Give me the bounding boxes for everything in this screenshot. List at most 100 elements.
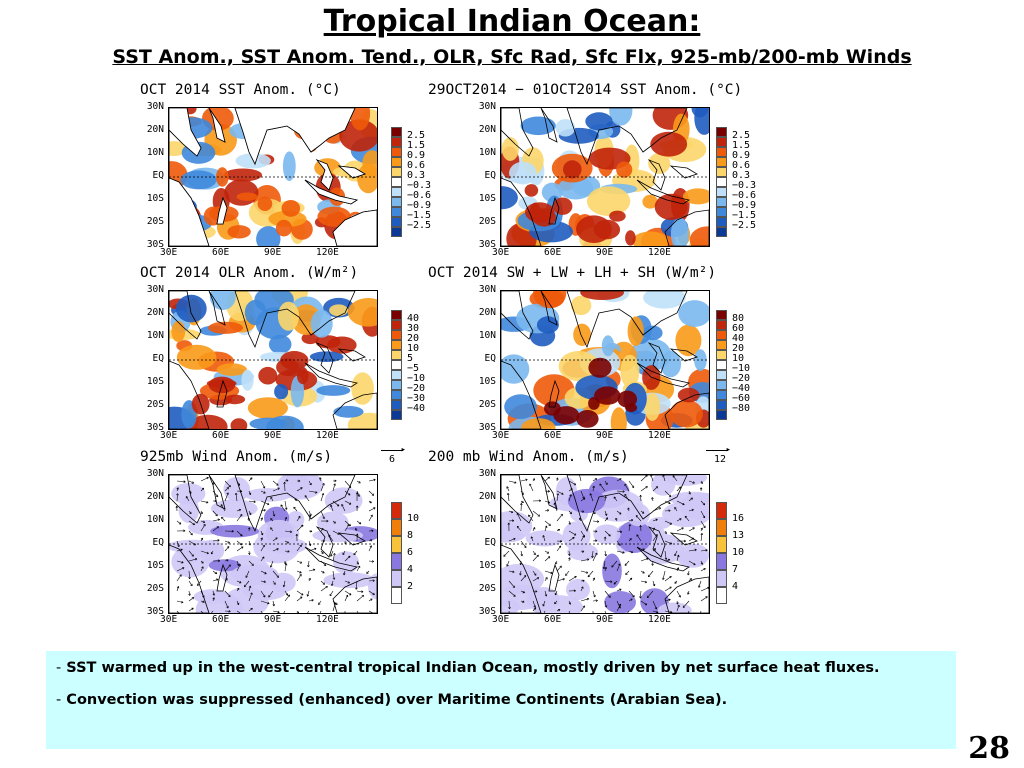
wind-arrowhead xyxy=(593,595,596,598)
wind-vector xyxy=(284,540,289,544)
lon-label: 30E xyxy=(492,614,510,625)
wind-arrowhead xyxy=(240,534,243,537)
wind-vector xyxy=(503,550,510,557)
wind-vector xyxy=(556,514,563,522)
wind-arrowhead xyxy=(326,519,329,523)
wind-arrowhead xyxy=(348,502,352,505)
wind-vector xyxy=(307,610,310,613)
wind-vector xyxy=(236,540,242,546)
anomaly-patch xyxy=(643,291,686,309)
wind-vector xyxy=(687,610,690,613)
anomaly-patch xyxy=(501,530,525,543)
wind-arrowhead xyxy=(370,539,373,542)
wind-arrowhead xyxy=(652,583,656,587)
colorbar-swatch xyxy=(391,310,402,320)
wind-arrowhead xyxy=(361,595,364,598)
wind-arrowhead xyxy=(238,564,241,567)
wind-arrowhead xyxy=(530,536,534,539)
wind-vector xyxy=(319,477,322,482)
wind-vector xyxy=(248,490,251,495)
wind-vector xyxy=(568,494,572,502)
wind-vector xyxy=(296,574,302,582)
reference-vector-label: 6 xyxy=(389,454,396,465)
wind-arrowhead xyxy=(289,530,293,534)
wind-arrowhead xyxy=(370,514,373,517)
wind-vector xyxy=(293,506,298,512)
wind-arrowhead xyxy=(358,521,362,525)
colorbar-label: −0.3 xyxy=(407,180,432,191)
wind-arrowhead xyxy=(220,504,224,507)
wind-arrowhead xyxy=(179,574,182,577)
wind-arrowhead xyxy=(629,577,633,581)
wind-vector xyxy=(674,550,678,557)
colorbar-label: −1.5 xyxy=(407,210,432,221)
wind-vector xyxy=(568,576,577,582)
wind-vector xyxy=(676,604,680,612)
wind-arrowhead xyxy=(308,577,311,581)
wind-arrowhead xyxy=(635,515,639,518)
coastline xyxy=(501,108,534,157)
coastline xyxy=(169,291,210,429)
wind-vector xyxy=(628,519,634,522)
wind-arrowhead xyxy=(581,586,584,589)
wind-vector xyxy=(616,588,622,592)
wind-arrowhead xyxy=(700,533,704,536)
wind-arrowhead xyxy=(668,598,671,602)
anomaly-patch xyxy=(563,160,582,179)
wind-vector xyxy=(628,590,635,598)
wind-vector xyxy=(556,545,562,552)
wind-vector xyxy=(580,497,586,502)
wind-arrowhead xyxy=(287,594,290,597)
wind-arrowhead xyxy=(555,562,558,565)
wind-vector xyxy=(260,544,265,552)
wind-vector xyxy=(652,580,655,586)
anomaly-patch xyxy=(324,487,363,514)
coastline xyxy=(501,291,542,429)
wind-arrowhead xyxy=(323,563,327,566)
wind-arrowhead xyxy=(333,553,336,556)
wind-vector xyxy=(220,504,226,512)
wind-vector xyxy=(568,557,570,562)
wind-arrowhead xyxy=(325,586,328,589)
anomaly-patch xyxy=(694,349,707,371)
wind-vector xyxy=(332,570,335,580)
wind-arrowhead xyxy=(604,566,607,570)
wind-arrowhead xyxy=(547,476,550,479)
wind-arrowhead xyxy=(558,545,562,548)
wind-vector xyxy=(616,530,622,533)
anomaly-patch xyxy=(669,399,703,428)
anomaly-patch xyxy=(258,366,278,385)
colorbar-label: 5 xyxy=(407,353,414,364)
anomaly-patch xyxy=(216,363,247,376)
colorbar-swatch xyxy=(716,147,727,157)
wind-arrowhead xyxy=(594,478,598,481)
anomaly-patch xyxy=(244,488,292,502)
wind-arrowhead xyxy=(624,483,627,487)
wind-arrowhead xyxy=(248,552,251,555)
anomaly-patch xyxy=(533,374,575,407)
wind-vector xyxy=(628,577,633,582)
wind-vector xyxy=(544,556,551,562)
wind-arrowhead xyxy=(544,594,548,597)
anomaly-patch xyxy=(567,488,606,514)
wind-vector xyxy=(296,610,299,613)
wind-vector xyxy=(616,600,621,609)
wind-vector xyxy=(544,550,549,554)
wind-vector xyxy=(604,517,609,522)
colorbar-label: 7 xyxy=(732,564,739,575)
wind-vector xyxy=(356,560,359,565)
lat-label: 20N xyxy=(478,307,496,318)
wind-arrowhead xyxy=(345,594,349,598)
wind-arrowhead xyxy=(366,571,369,574)
wind-vector xyxy=(664,586,672,592)
wind-arrowhead xyxy=(200,511,203,515)
coastline xyxy=(208,291,226,326)
wind-arrowhead xyxy=(521,500,524,503)
wind-arrowhead xyxy=(625,572,628,575)
wind-vector xyxy=(508,538,516,542)
wind-arrowhead xyxy=(263,580,266,583)
colorbar-swatch xyxy=(391,227,402,237)
wind-arrowhead xyxy=(638,611,641,613)
wind-vector xyxy=(320,610,322,613)
anomaly-patch xyxy=(678,300,709,327)
